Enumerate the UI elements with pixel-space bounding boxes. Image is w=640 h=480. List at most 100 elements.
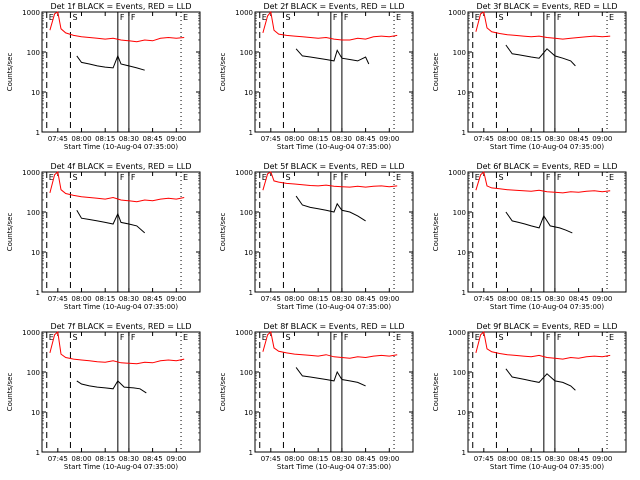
x-axis-label: Start Time (10-Aug-04 07:35:00) — [490, 143, 604, 151]
detector-panel: Det 8f BLACK = Events, RED = LLD 1 10 100 10… — [213, 320, 426, 480]
x-tick-label: 09:00 — [592, 295, 612, 303]
x-tick-label: 08:00 — [284, 295, 304, 303]
event-marker-label: F — [344, 333, 349, 342]
x-tick-label: 08:30 — [119, 455, 139, 463]
series-line — [505, 44, 576, 67]
plot-frame — [41, 171, 201, 293]
x-tick-label: 08:00 — [497, 135, 517, 143]
chart-title: Det 8f BLACK = Events, RED = LLD — [263, 322, 404, 331]
chart-svg: Det 9f BLACK = Events, RED = LLD 1 10 100 10… — [432, 322, 627, 471]
event-marker-label: E — [475, 173, 480, 182]
chart-svg: Det 7f BLACK = Events, RED = LLD 1 10 100 10… — [6, 322, 201, 471]
y-tick-label: 1 — [462, 289, 466, 297]
y-tick-label: 1000 — [22, 9, 40, 17]
event-marker-label: F — [120, 173, 125, 182]
x-tick-label: 07:45 — [48, 455, 68, 463]
y-tick-label: 100 — [27, 369, 40, 377]
x-axis-label: Start Time (10-Aug-04 07:35:00) — [64, 463, 178, 471]
detector-panel: Det 5f BLACK = Events, RED = LLD 1 10 100 10… — [213, 160, 426, 320]
x-axis-label: Start Time (10-Aug-04 07:35:00) — [490, 463, 604, 471]
plot-frame — [41, 331, 201, 453]
y-tick-label: 1 — [462, 449, 466, 457]
x-tick-label: 08:00 — [284, 135, 304, 143]
series-line — [49, 11, 185, 43]
x-tick-label: 07:45 — [474, 455, 494, 463]
event-marker-label: F — [131, 173, 136, 182]
detector-panel: Det 7f BLACK = Events, RED = LLD 1 10 100 10… — [0, 320, 213, 480]
event-marker-label: F — [546, 333, 551, 342]
event-marker-label: E — [262, 333, 267, 342]
series-line — [295, 48, 370, 65]
chart-svg: Det 2f BLACK = Events, RED = LLD 1 10 100 10… — [219, 2, 414, 151]
y-axis-label: Counts/sec — [6, 53, 14, 92]
event-marker-label: F — [131, 333, 136, 342]
x-tick-label: 08:30 — [119, 295, 139, 303]
chart-title: Det 7f BLACK = Events, RED = LLD — [50, 322, 191, 331]
chart-title: Det 1f BLACK = Events, RED = LLD — [50, 2, 191, 11]
y-tick-label: 1 — [249, 129, 253, 137]
x-tick-label: 08:00 — [71, 135, 91, 143]
event-marker-label: F — [546, 173, 551, 182]
x-tick-label: 08:30 — [545, 295, 565, 303]
series-line — [76, 380, 147, 394]
event-marker-label: E — [475, 333, 480, 342]
x-tick-label: 08:30 — [545, 135, 565, 143]
event-marker-label: E — [262, 173, 267, 182]
event-marker-label: E — [183, 333, 188, 342]
x-tick-label: 09:00 — [166, 135, 186, 143]
x-tick-label: 08:45 — [356, 455, 376, 463]
chart-title: Det 2f BLACK = Events, RED = LLD — [263, 2, 404, 11]
event-marker-label: F — [557, 173, 562, 182]
event-marker-label: S — [285, 13, 290, 22]
x-tick-label: 07:45 — [261, 455, 281, 463]
y-tick-label: 100 — [453, 49, 466, 57]
event-marker-label: F — [557, 333, 562, 342]
y-tick-label: 1000 — [448, 329, 466, 337]
plot-frame — [467, 331, 627, 453]
x-tick-label: 08:15 — [521, 455, 541, 463]
series-line — [475, 331, 611, 360]
y-tick-label: 100 — [453, 369, 466, 377]
series-line — [475, 171, 611, 194]
x-tick-label: 08:15 — [521, 135, 541, 143]
plot-frame — [254, 171, 414, 293]
series-line — [76, 210, 146, 234]
y-tick-label: 1 — [36, 289, 40, 297]
x-tick-label: 08:30 — [332, 295, 352, 303]
y-tick-label: 100 — [240, 369, 253, 377]
event-marker-label: F — [344, 13, 349, 22]
event-marker-label: S — [72, 13, 77, 22]
x-tick-label: 08:15 — [95, 295, 115, 303]
chart-svg: Det 3f BLACK = Events, RED = LLD 1 10 100 10… — [432, 2, 627, 151]
y-tick-label: 10 — [244, 249, 253, 257]
x-tick-label: 08:15 — [95, 135, 115, 143]
chart-svg: Det 4f BLACK = Events, RED = LLD 1 10 100 10… — [6, 162, 201, 311]
series-line — [262, 10, 398, 41]
chart-title: Det 4f BLACK = Events, RED = LLD — [50, 162, 191, 171]
detector-panel: Det 4f BLACK = Events, RED = LLD 1 10 100 10… — [0, 160, 213, 320]
detector-panel: Det 2f BLACK = Events, RED = LLD 1 10 100 10… — [213, 0, 426, 160]
event-marker-label: S — [72, 173, 77, 182]
y-tick-label: 1000 — [448, 169, 466, 177]
event-marker-label: E — [609, 13, 614, 22]
y-tick-label: 1 — [249, 289, 253, 297]
event-marker-label: E — [262, 13, 267, 22]
x-tick-label: 08:00 — [71, 295, 91, 303]
event-marker-label: E — [396, 333, 401, 342]
y-tick-label: 1 — [462, 129, 466, 137]
y-axis-label: Counts/sec — [219, 213, 227, 252]
event-marker-label: F — [120, 13, 125, 22]
series-line — [262, 331, 398, 359]
x-tick-label: 08:30 — [119, 135, 139, 143]
chart-svg: Det 8f BLACK = Events, RED = LLD 1 10 100 10… — [219, 322, 414, 471]
x-tick-label: 07:45 — [474, 135, 494, 143]
x-axis-label: Start Time (10-Aug-04 07:35:00) — [277, 303, 391, 311]
x-tick-label: 09:00 — [592, 455, 612, 463]
y-tick-label: 10 — [457, 89, 466, 97]
chart-svg: Det 5f BLACK = Events, RED = LLD 1 10 100 10… — [219, 162, 414, 311]
y-axis-label: Counts/sec — [219, 53, 227, 92]
x-tick-label: 08:45 — [569, 135, 589, 143]
chart-svg: Det 6f BLACK = Events, RED = LLD 1 10 100 10… — [432, 162, 627, 311]
y-tick-label: 1000 — [235, 169, 253, 177]
detector-panel: Det 1f BLACK = Events, RED = LLD 1 10 100 10… — [0, 0, 213, 160]
